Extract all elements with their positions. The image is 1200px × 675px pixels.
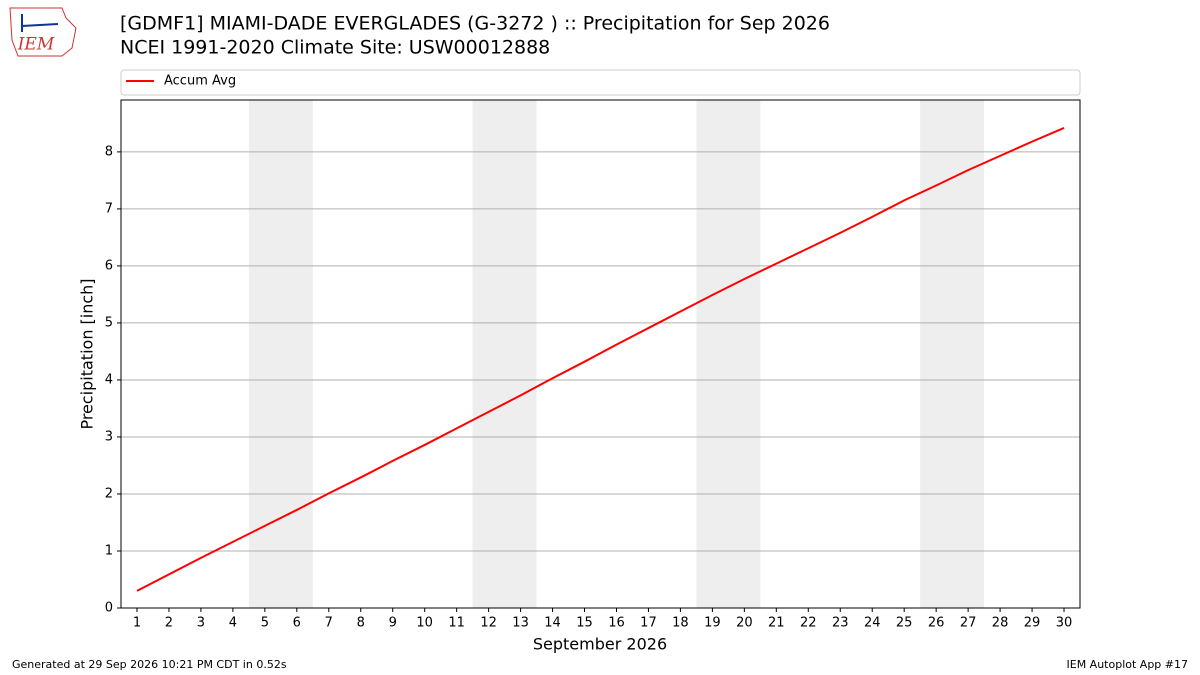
y-tick-label: 3	[105, 429, 113, 444]
plot-frame	[120, 99, 1081, 609]
y-tick-label: 2	[105, 486, 113, 501]
x-tick-label: 7	[325, 616, 333, 631]
weekend-shade	[696, 100, 761, 608]
x-tick-label: 8	[357, 616, 365, 631]
x-tick-label: 3	[197, 616, 205, 631]
x-tick-label: 6	[293, 616, 301, 631]
logo-bar	[21, 23, 59, 27]
y-axis-label: Precipitation [inch]	[78, 278, 97, 429]
chart-title: [GDMF1] MIAMI-DADE EVERGLADES (G-3272 ) …	[120, 13, 830, 35]
x-tick-label: 4	[229, 616, 237, 631]
x-tick-label: 9	[389, 616, 397, 631]
x-tick-label: 15	[576, 616, 593, 631]
legend-box	[120, 69, 1081, 96]
footer-right: IEM Autoplot App #17	[1067, 658, 1189, 671]
y-tick-label: 5	[105, 315, 113, 330]
y-tick-label: 6	[105, 258, 113, 273]
x-tick-label: 28	[992, 616, 1009, 631]
chart-subtitle: NCEI 1991-2020 Climate Site: USW00012888	[120, 37, 550, 59]
x-tick-label: 30	[1056, 616, 1073, 631]
y-tick-label: 0	[105, 601, 113, 616]
weekend-shade	[920, 100, 985, 608]
y-tick-label: 1	[105, 543, 113, 558]
weekend-shade	[472, 100, 537, 608]
y-tick-label: 8	[105, 144, 113, 159]
x-tick-label: 23	[832, 616, 849, 631]
x-tick-label: 27	[960, 616, 977, 631]
x-tick-label: 20	[736, 616, 753, 631]
x-tick-label: 29	[1024, 616, 1041, 631]
y-tick-label: 4	[105, 372, 113, 387]
x-tick-label: 25	[896, 616, 913, 631]
x-tick-label: 10	[416, 616, 433, 631]
x-axis-label: September 2026	[533, 635, 667, 654]
y-tick-label: 7	[105, 201, 113, 216]
x-tick-label: 1	[133, 616, 141, 631]
x-tick-label: 24	[864, 616, 881, 631]
x-tick-label: 2	[165, 616, 173, 631]
logo-text: IEM	[17, 35, 55, 55]
x-tick-label: 18	[672, 616, 689, 631]
x-tick-label: 22	[800, 616, 817, 631]
series-line	[136, 127, 1065, 592]
footer-left: Generated at 29 Sep 2026 10:21 PM CDT in…	[12, 658, 287, 671]
weekend-shade	[248, 100, 313, 608]
logo: IEM	[9, 7, 77, 57]
x-tick-label: 13	[512, 616, 529, 631]
x-tick-label: 14	[544, 616, 561, 631]
x-tick-label: 26	[928, 616, 945, 631]
x-tick-label: 16	[608, 616, 625, 631]
x-tick-label: 11	[448, 616, 465, 631]
x-tick-label: 5	[261, 616, 269, 631]
logo-outline	[9, 7, 77, 57]
legend-label: Accum Avg	[164, 74, 236, 89]
x-tick-label: 17	[640, 616, 657, 631]
x-tick-label: 19	[704, 616, 721, 631]
x-tick-label: 21	[768, 616, 785, 631]
x-tick-label: 12	[480, 616, 497, 631]
